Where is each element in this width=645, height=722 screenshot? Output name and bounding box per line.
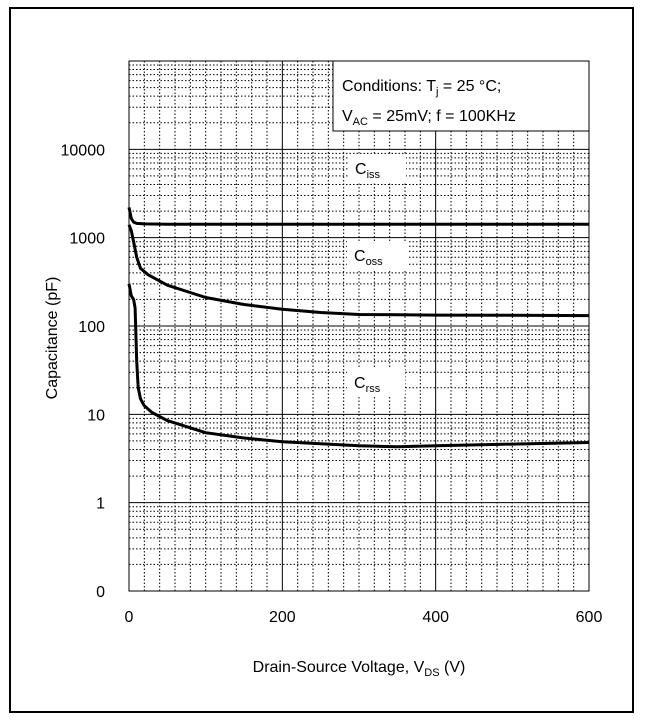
x-tick-label: 200 xyxy=(269,609,296,626)
x-axis-label: Drain-Source Voltage, VDS (V) xyxy=(253,659,466,679)
x-axis-label-main: Drain-Source Voltage, V xyxy=(253,659,425,676)
series-label-coss-background xyxy=(347,241,407,269)
y-tick-labels: 0 1 10 100 1000 10000 xyxy=(61,142,106,601)
coss-main: C xyxy=(354,248,366,265)
series-label-crss-text: Crss xyxy=(354,375,381,395)
series-label-ciss-background xyxy=(348,154,406,182)
series-label-crss-background xyxy=(347,368,405,396)
y-tick-label: 1 xyxy=(96,496,105,513)
x-tick-label: 600 xyxy=(576,609,603,626)
conditions-vac-sub: AC xyxy=(353,116,368,128)
x-tick-label: 400 xyxy=(422,609,449,626)
series-label-coss-text: Coss xyxy=(354,248,383,268)
conditions-prefix: Conditions: T xyxy=(342,78,436,95)
series-line-ciss xyxy=(127,207,589,226)
y-axis-label: Capacitance (pF) xyxy=(44,277,61,400)
series-label-crss: Crss xyxy=(347,368,405,396)
y-tick-label: 100 xyxy=(78,319,105,336)
x-axis-label-sub: DS xyxy=(424,667,439,679)
series-label-ciss: Ciss xyxy=(348,154,406,182)
crss-main: C xyxy=(354,375,366,392)
x-tick-label: 0 xyxy=(125,609,134,626)
conditions-line-2: VAC = 25mV; f = 100KHz xyxy=(342,108,516,128)
conditions-line-1: Conditions: Tj = 25 °C; xyxy=(342,78,501,98)
y-tick-label: 0 xyxy=(96,584,105,601)
major-gridlines xyxy=(128,61,590,592)
series-line-coss xyxy=(127,224,590,318)
conditions-box: Conditions: Tj = 25 °C; VAC = 25mV; f = … xyxy=(332,60,590,132)
conditions-rest: = 25mV; f = 100KHz xyxy=(368,108,516,125)
ciss-main: C xyxy=(355,161,367,178)
conditions-v: V xyxy=(342,108,353,125)
series-label-coss: Coss xyxy=(347,241,407,269)
series-label-ciss-text: Ciss xyxy=(355,161,381,181)
y-tick-label: 10 xyxy=(87,407,105,424)
conditions-tj-sub: j xyxy=(435,86,438,98)
ciss-sub: iss xyxy=(367,169,381,181)
conditions-tj-value: = 25 °C; xyxy=(438,78,501,95)
series-lines xyxy=(127,207,590,449)
crss-sub: rss xyxy=(366,383,381,395)
x-tick-labels: 0 200 400 600 xyxy=(125,609,603,626)
coss-sub: oss xyxy=(366,256,384,268)
y-tick-label: 10000 xyxy=(61,142,106,159)
x-axis-label-unit: (V) xyxy=(440,659,466,676)
series-line-crss xyxy=(127,283,590,449)
y-tick-label: 1000 xyxy=(69,231,105,248)
conditions-box-background xyxy=(332,60,590,132)
